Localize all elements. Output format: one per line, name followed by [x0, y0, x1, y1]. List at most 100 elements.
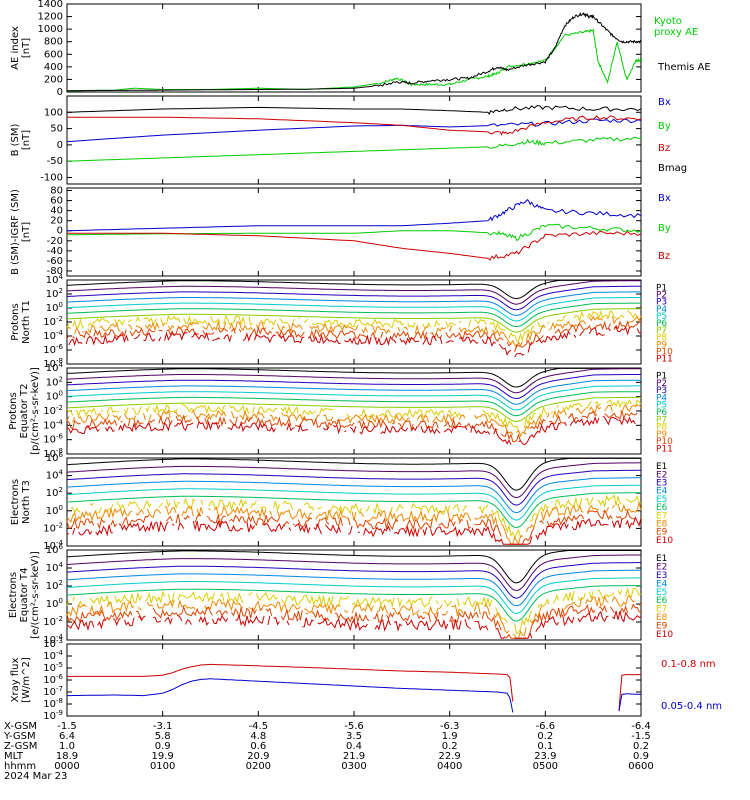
series-line-e5 — [66, 577, 641, 615]
y-tick-label: 10-6 — [43, 433, 63, 446]
legend-e7: E7 — [656, 605, 667, 615]
footer-value: 0.9 — [155, 741, 171, 752]
series-line-p2 — [66, 280, 641, 305]
y-tick-label: 10-4 — [43, 329, 63, 342]
y-tick-label: 102 — [46, 287, 63, 300]
y-tick-label: 100 — [44, 107, 63, 118]
footer-value: -3.1 — [153, 721, 173, 732]
series-line-p1 — [66, 367, 641, 388]
legend-bmag: Bmag — [658, 163, 687, 174]
y-tick-label: 104 — [46, 361, 64, 374]
y-axis-label: [nT] — [21, 38, 32, 58]
series-line-bx — [66, 198, 642, 232]
y-tick-label: 400 — [44, 62, 63, 73]
series-line-e5 — [66, 484, 641, 521]
footer-value: 19.9 — [152, 751, 174, 762]
y-tick-label: 10-4 — [43, 649, 63, 662]
y-tick-label: 0 — [57, 87, 63, 98]
legend-p10: P10 — [656, 437, 673, 447]
series-line-00504nm — [618, 693, 641, 712]
legend-e1: E1 — [656, 554, 667, 564]
y-axis-label: Electrons — [10, 479, 21, 525]
y-tick-label: -100 — [40, 172, 63, 183]
footer-row-label: X-GSM — [4, 721, 37, 732]
series-line-e8 — [66, 594, 642, 639]
series-line-e10 — [66, 516, 642, 545]
y-tick-label: 600 — [44, 49, 63, 60]
series-line-e2 — [66, 554, 641, 592]
y-axis-label: [p/(cm²-s-sr-keV)] — [30, 367, 41, 455]
series-line-e7 — [70, 494, 642, 540]
series-line-p2 — [66, 368, 641, 394]
y-tick-label: 10-4 — [43, 539, 63, 552]
footer-value: -1.5 — [57, 721, 77, 732]
y-tick-label: 1400 — [38, 0, 63, 10]
series-line-e3 — [66, 562, 641, 599]
legend-e5: E5 — [656, 495, 667, 505]
legend-e10: E10 — [656, 630, 673, 640]
series-line-p7 — [66, 396, 641, 422]
legend-e5: E5 — [656, 588, 667, 598]
y-tick-label: 102 — [46, 579, 63, 592]
y-axis-label: Electrons — [8, 572, 19, 618]
legend-e1: E1 — [656, 462, 667, 472]
series-line-e7 — [66, 587, 642, 635]
legend-p7: P7 — [656, 326, 667, 336]
legend-kyoto: Kyoto — [654, 16, 682, 27]
series-line-p5 — [66, 297, 641, 322]
series-line-e8 — [66, 502, 642, 546]
legend-p3: P3 — [656, 386, 667, 396]
y-tick-label: -40 — [47, 246, 63, 257]
legend-kyoto: proxy AE — [654, 27, 698, 38]
legend-p8: P8 — [656, 333, 667, 343]
series-line-bx — [66, 118, 642, 143]
legend-p6: P6 — [656, 408, 667, 418]
legend-p5: P5 — [656, 401, 667, 411]
legend-e9: E9 — [656, 621, 668, 631]
y-tick-label: 10-9 — [43, 709, 63, 722]
y-tick-label: 200 — [44, 74, 63, 85]
y-tick-label: 10-2 — [43, 615, 63, 628]
footer-value: 0.4 — [346, 741, 362, 752]
series-line-e4 — [66, 477, 641, 514]
y-tick-label: 102 — [46, 486, 63, 499]
legend-e6: E6 — [656, 596, 668, 606]
footer-date: 2024 Mar 23 — [4, 771, 67, 782]
legend-p7: P7 — [656, 415, 667, 425]
panel-frame — [66, 643, 642, 717]
legend-p9: P9 — [656, 430, 667, 440]
y-axis-label: B (SM)-IGRF (SM) — [10, 189, 21, 275]
y-tick-label: 10-2 — [43, 521, 63, 534]
y-tick-label: 0 — [57, 140, 63, 151]
footer-value: 1.0 — [59, 741, 75, 752]
y-tick-label: 0 — [57, 226, 63, 237]
legend-e2: E2 — [656, 470, 667, 480]
legend-p3: P3 — [656, 298, 667, 308]
legend-p2: P2 — [656, 379, 667, 389]
y-axis-label: Protons — [8, 392, 19, 429]
y-axis-label: B (SM) — [10, 123, 21, 156]
legend-bx: Bx — [658, 97, 671, 108]
y-tick-label: 10-4 — [43, 633, 63, 646]
legend-p6: P6 — [656, 319, 667, 329]
series-line-themisae — [67, 11, 642, 92]
series-line-kyotoproxyae — [67, 28, 642, 92]
y-tick-label: 10-7 — [43, 685, 63, 698]
legend-p10: P10 — [656, 347, 673, 357]
y-axis-label: AE index — [10, 26, 21, 70]
legend-by: By — [658, 223, 671, 234]
y-tick-label: 106 — [46, 451, 64, 464]
y-axis-label: North T3 — [21, 480, 32, 524]
y-tick-label: 10-6 — [43, 343, 63, 356]
y-tick-label: 800 — [44, 37, 63, 48]
footer-value: 5.8 — [155, 731, 171, 742]
y-tick-label: 10-6 — [43, 673, 63, 686]
footer-value: 22.9 — [439, 751, 461, 762]
y-axis-label: Equator T4 — [19, 568, 30, 623]
series-line-p8 — [66, 398, 642, 431]
footer-value: 1.9 — [442, 731, 458, 742]
legend-e6: E6 — [656, 503, 668, 513]
footer-value: 0.1 — [537, 741, 553, 752]
legend-e4: E4 — [656, 487, 668, 497]
